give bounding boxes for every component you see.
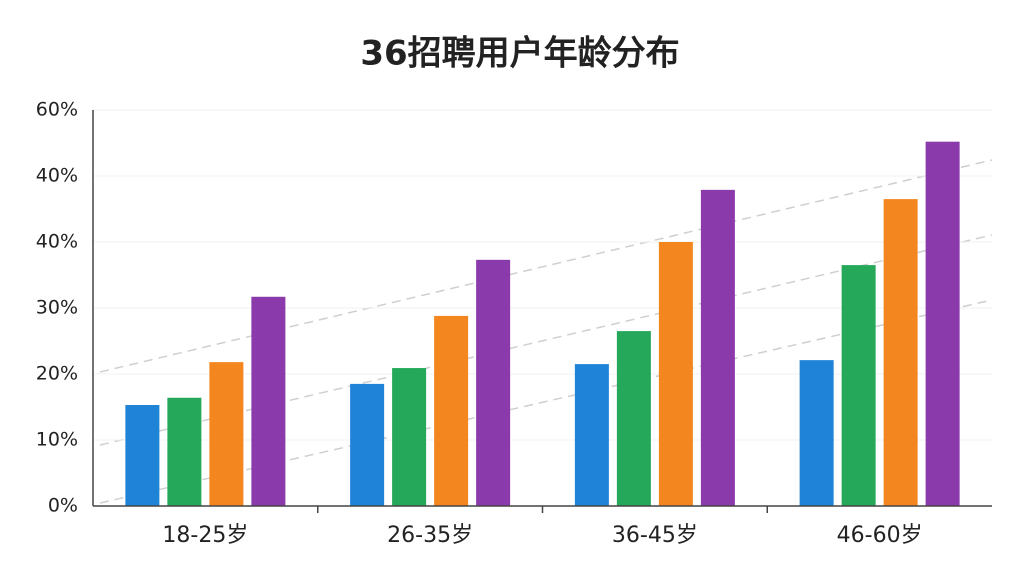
y-tick-label: 0% [48,495,78,517]
y-tick-label: 40% [36,231,78,253]
bar [476,259,511,506]
trend-line [99,234,993,446]
bar [658,242,693,506]
bar [125,405,160,506]
trend-lines [99,159,993,504]
x-tick-label: 36-45岁 [612,523,698,548]
x-tick-label: 46-60岁 [837,523,923,548]
bar [350,383,385,506]
bar [251,296,286,506]
bar [392,368,427,506]
y-tick-label: 60% [36,99,78,121]
bar [883,199,918,506]
y-tick-label: 10% [36,429,78,451]
x-tick-label: 26-35岁 [387,523,473,548]
x-tick-label: 18-25岁 [162,523,248,548]
bar [841,265,876,506]
bar [799,360,834,506]
y-tick-label: 20% [36,363,78,385]
bar [209,362,244,506]
trend-line [99,299,993,504]
trend-line [99,159,993,373]
bar [167,397,202,506]
bar [434,315,469,506]
bar [700,189,735,507]
y-tick-label: 40% [36,165,78,187]
bar [925,141,960,506]
bar [574,364,609,506]
bar [616,331,651,506]
y-tick-label: 30% [36,297,78,319]
chart-title: 36招聘用户年龄分布 [360,34,679,74]
